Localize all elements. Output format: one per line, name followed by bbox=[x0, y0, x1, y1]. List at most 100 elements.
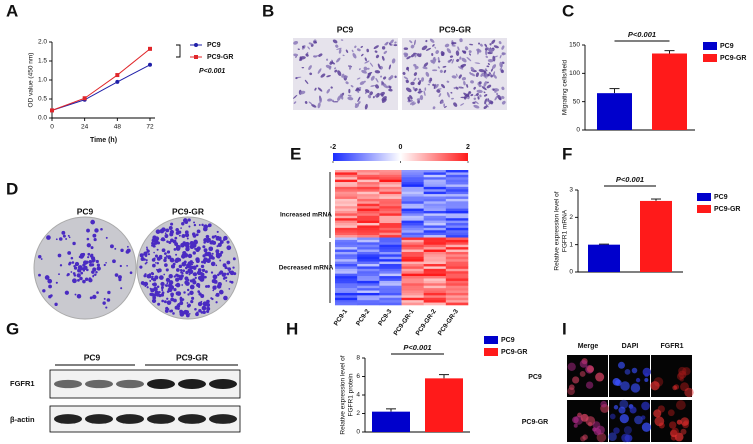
cell bbox=[407, 67, 409, 72]
cell bbox=[476, 92, 479, 97]
cell bbox=[477, 96, 480, 100]
point bbox=[50, 108, 54, 113]
colony bbox=[61, 230, 66, 235]
cell bbox=[334, 69, 338, 73]
heatmap-cell bbox=[401, 288, 424, 291]
colony bbox=[40, 258, 43, 260]
colony bbox=[92, 275, 94, 278]
heatmap-cell bbox=[401, 196, 424, 200]
heatmap-cell bbox=[335, 271, 358, 274]
colony bbox=[156, 268, 158, 271]
legend-swatch bbox=[697, 205, 711, 213]
colony bbox=[55, 281, 58, 284]
cell bbox=[444, 43, 450, 48]
cell bbox=[472, 101, 476, 104]
heatmap-cell bbox=[423, 198, 447, 202]
band bbox=[147, 414, 175, 424]
heatmap-cell bbox=[401, 283, 424, 287]
colony bbox=[176, 274, 180, 278]
colony bbox=[168, 226, 173, 230]
heatmap-cell bbox=[379, 230, 402, 233]
colony bbox=[155, 292, 160, 297]
cell bbox=[421, 45, 428, 51]
heatmap-cell bbox=[401, 208, 424, 212]
cell bbox=[497, 94, 502, 101]
cell bbox=[299, 90, 306, 95]
heatmap-cell bbox=[357, 201, 380, 205]
heatmap-cell bbox=[335, 278, 358, 282]
colony bbox=[192, 232, 196, 236]
heatmap-cell bbox=[401, 271, 424, 274]
cell bbox=[293, 53, 299, 57]
colony bbox=[90, 253, 94, 257]
cell bbox=[475, 72, 479, 77]
cell bbox=[349, 65, 352, 70]
heatmap-cell bbox=[379, 266, 402, 270]
nucleus bbox=[585, 381, 594, 389]
heatmap-cell bbox=[401, 268, 424, 272]
point bbox=[148, 62, 152, 67]
panel-letter: E bbox=[290, 144, 301, 163]
y-tick-label: 50 bbox=[573, 98, 581, 105]
colony bbox=[211, 235, 215, 239]
heatmap-cell bbox=[445, 271, 469, 274]
heatmap-cell bbox=[335, 259, 358, 262]
colony bbox=[172, 262, 176, 266]
cell bbox=[318, 53, 323, 57]
cell bbox=[485, 55, 489, 58]
colony bbox=[42, 289, 46, 293]
heatmap-cell bbox=[401, 213, 424, 217]
colony bbox=[201, 268, 206, 273]
heatmap-cell bbox=[445, 302, 469, 306]
colony bbox=[93, 237, 97, 242]
colony bbox=[151, 258, 156, 262]
band bbox=[85, 414, 113, 424]
cell bbox=[393, 44, 398, 47]
y-tick-label: 0.0 bbox=[38, 115, 47, 122]
colony bbox=[211, 252, 214, 255]
heatmap-cell bbox=[445, 259, 469, 262]
x-tick-label: 0 bbox=[50, 124, 54, 131]
colony bbox=[223, 295, 228, 301]
heatmap-cell bbox=[423, 295, 447, 299]
colony bbox=[183, 291, 186, 294]
image-label: PC9-GR bbox=[172, 206, 204, 216]
heatmap-cell bbox=[379, 201, 402, 205]
heatmap-cell bbox=[423, 285, 447, 289]
cell bbox=[381, 46, 386, 50]
heatmap-cell bbox=[335, 268, 358, 272]
colony bbox=[215, 292, 220, 297]
colony bbox=[203, 257, 208, 262]
colony bbox=[220, 250, 224, 254]
heatmap-cell bbox=[423, 259, 447, 262]
cell bbox=[308, 101, 313, 105]
heatmap-cell bbox=[445, 218, 469, 221]
cell bbox=[330, 86, 333, 89]
cell bbox=[366, 48, 369, 53]
cell bbox=[388, 64, 392, 70]
cell bbox=[348, 88, 351, 94]
colony bbox=[82, 263, 86, 267]
colony bbox=[188, 312, 191, 315]
heatmap-cell bbox=[445, 196, 469, 200]
colony bbox=[72, 241, 76, 246]
colony bbox=[160, 257, 163, 260]
colony bbox=[204, 270, 208, 274]
cell bbox=[307, 46, 310, 50]
cell bbox=[484, 68, 487, 72]
colony bbox=[85, 260, 89, 264]
heatmap-cell bbox=[379, 198, 402, 202]
cell bbox=[373, 45, 379, 50]
colony bbox=[201, 260, 204, 264]
heatmap-cell bbox=[379, 261, 402, 265]
cell bbox=[366, 67, 370, 70]
colony bbox=[173, 287, 177, 292]
cell bbox=[332, 39, 338, 44]
heatmap-cell bbox=[445, 290, 469, 294]
cell bbox=[487, 58, 494, 63]
heatmap-cell bbox=[379, 208, 402, 212]
bracket bbox=[176, 44, 181, 58]
cell bbox=[447, 60, 451, 63]
column-label: PC9-GR-2 bbox=[415, 308, 438, 337]
colony bbox=[168, 280, 173, 285]
